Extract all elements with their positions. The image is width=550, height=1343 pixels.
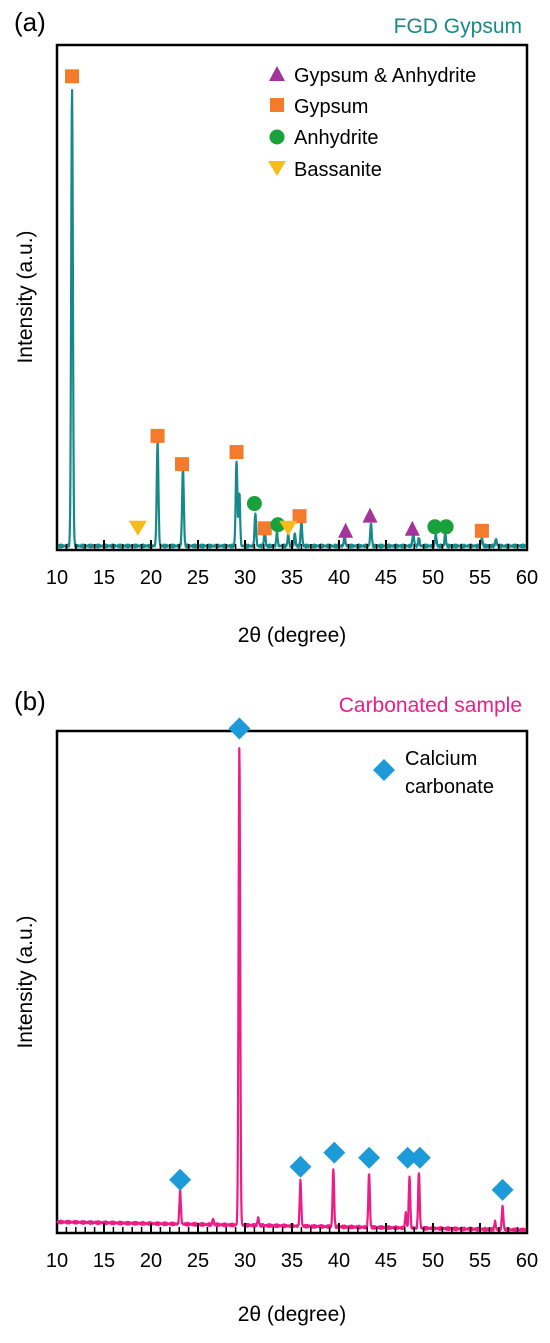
panel-b-plot-frame <box>55 729 529 1235</box>
panel-b-x-axis-label: 2θ (degree) <box>238 1303 347 1326</box>
x-tick-label: 35 <box>281 1250 303 1272</box>
marker-calcium-carbonate <box>358 1146 381 1169</box>
marker-calcium-carbonate <box>396 1146 419 1169</box>
marker-gypsum-anhydrite <box>338 522 354 538</box>
x-tick-label: 20 <box>140 1250 162 1272</box>
marker-calcium-carbonate <box>289 1155 312 1178</box>
legend-label-anhydrite: Anhydrite <box>294 127 379 149</box>
x-tick-label: 15 <box>93 567 115 589</box>
x-tick-label: 60 <box>516 567 538 589</box>
x-tick-label: 55 <box>469 567 491 589</box>
legend-marker-bassanite <box>268 161 286 176</box>
legend-marker-gypsum <box>270 98 284 112</box>
x-tick-label: 25 <box>187 1250 209 1272</box>
panel-a-x-ticks <box>56 540 528 550</box>
panel-b-xrd-pattern <box>56 747 528 1233</box>
panel-a-phase-markers <box>65 69 489 538</box>
marker-calcium-carbonate <box>228 717 251 740</box>
panel-b-chart: (b) Carbonated sample 10 15 20 25 30 35 40 45 50… <box>14 686 538 1326</box>
marker-calcium-carbonate <box>323 1141 346 1164</box>
x-tick-label: 60 <box>516 1250 538 1272</box>
marker-gypsum-anhydrite <box>362 507 378 523</box>
panel-a-legend: Gypsum & Anhydrite Gypsum Anhydrite Bass… <box>268 65 476 181</box>
x-tick-label: 30 <box>234 567 256 589</box>
panel-b-label: (b) <box>14 686 46 716</box>
legend-label-gypsum-anhydrite: Gypsum & Anhydrite <box>294 65 476 87</box>
x-tick-label: 20 <box>140 567 162 589</box>
x-tick-label: 40 <box>328 567 350 589</box>
x-tick-label: 45 <box>375 1250 397 1272</box>
legend-label-calcium-carbonate-line1: Calcium <box>405 748 477 770</box>
x-tick-label: 10 <box>46 1250 68 1272</box>
x-tick-label: 30 <box>234 1250 256 1272</box>
x-tick-label: 35 <box>281 567 303 589</box>
legend-label-gypsum: Gypsum <box>294 96 368 118</box>
marker-gypsum <box>474 523 489 538</box>
marker-gypsum <box>175 457 190 472</box>
x-tick-label: 50 <box>422 567 444 589</box>
panel-b-y-axis-label: Intensity (a.u.) <box>14 915 37 1048</box>
panel-b-x-ticks <box>56 1223 528 1233</box>
marker-gypsum <box>229 445 244 460</box>
panel-a-chart: (a) FGD Gypsum 10 15 20 25 30 35 40 45 50 55 60 2θ… <box>14 7 538 647</box>
legend-label-calcium-carbonate-line2: carbonate <box>405 776 494 798</box>
panel-a-x-axis-label: 2θ (degree) <box>238 624 347 647</box>
legend-item-bassanite: Bassanite <box>268 159 382 181</box>
x-tick-label: 50 <box>422 1250 444 1272</box>
panel-a-plot-frame <box>55 43 529 552</box>
panel-b-phase-markers <box>169 717 514 1201</box>
legend-label-bassanite: Bassanite <box>294 159 382 181</box>
panel-a-label: (a) <box>14 7 46 37</box>
legend-item-gypsum-anhydrite: Gypsum & Anhydrite <box>269 65 476 87</box>
x-tick-label: 15 <box>93 1250 115 1272</box>
marker-anhydrite <box>427 519 443 535</box>
marker-gypsum <box>292 509 307 524</box>
marker-gypsum <box>150 428 165 443</box>
marker-gypsum <box>257 521 272 536</box>
panel-b-x-tick-labels: 10 15 20 25 30 35 40 45 50 55 60 <box>46 1250 538 1272</box>
marker-anhydrite <box>246 496 262 512</box>
legend-item-gypsum: Gypsum <box>270 96 368 118</box>
legend-item-anhydrite: Anhydrite <box>269 127 379 149</box>
legend-marker-anhydrite <box>269 129 285 145</box>
x-tick-label: 10 <box>46 567 68 589</box>
marker-bassanite <box>279 520 298 536</box>
x-tick-label: 45 <box>375 567 397 589</box>
marker-anhydrite <box>438 519 454 535</box>
marker-calcium-carbonate <box>169 1168 192 1191</box>
panel-a-title: FGD Gypsum <box>394 15 522 38</box>
marker-calcium-carbonate <box>408 1146 431 1169</box>
legend-marker-calcium-carbonate <box>373 759 395 781</box>
panel-b-legend: Calcium carbonate <box>373 748 494 798</box>
panel-a-x-tick-labels: 10 15 20 25 30 35 40 45 50 55 60 <box>46 567 538 589</box>
legend-marker-gypsum-anhydrite <box>269 66 285 81</box>
marker-gypsum-anhydrite <box>404 520 420 536</box>
marker-calcium-carbonate <box>491 1178 514 1201</box>
panel-a-y-axis-label: Intensity (a.u.) <box>14 230 37 363</box>
x-tick-label: 55 <box>469 1250 491 1272</box>
marker-gypsum <box>65 69 80 84</box>
x-tick-label: 25 <box>187 567 209 589</box>
panel-b-title: Carbonated sample <box>339 694 522 717</box>
panel-a-xrd-pattern <box>56 89 528 549</box>
marker-bassanite <box>128 520 147 536</box>
x-tick-label: 40 <box>328 1250 350 1272</box>
